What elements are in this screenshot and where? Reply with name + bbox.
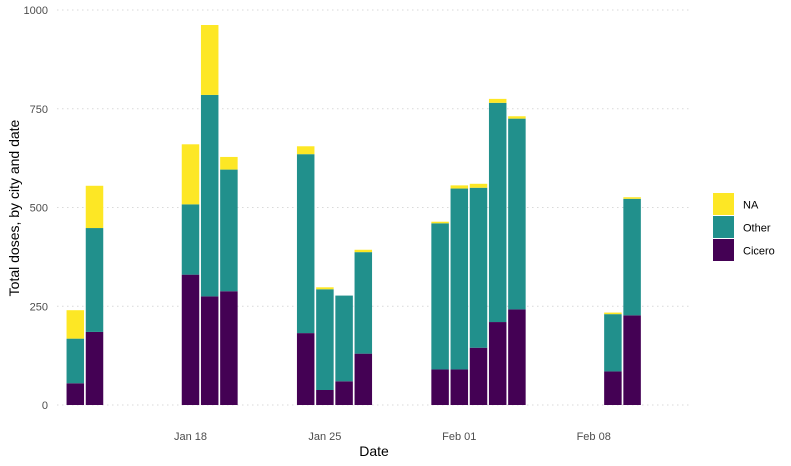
bar-segment-other xyxy=(431,223,449,370)
legend-label: Other xyxy=(743,223,771,235)
x-axis-ticks: Jan 18 Jan 25 Feb 01 Feb 08 xyxy=(174,431,611,443)
bar-segment-na xyxy=(469,183,488,188)
legend-key-cicero xyxy=(713,239,734,261)
y-tick-label: 500 xyxy=(30,203,48,215)
bar-segment-na xyxy=(220,156,238,170)
bar-segment-cicero xyxy=(488,322,507,405)
bar-segment-cicero xyxy=(623,315,641,405)
bar-segment-cicero xyxy=(508,309,526,405)
bar-segment-na xyxy=(66,310,85,339)
gridlines xyxy=(57,9,690,406)
bar-segment-cicero xyxy=(316,389,334,405)
bar-segment-other xyxy=(450,188,469,370)
legend-label: Cicero xyxy=(743,246,775,258)
bar-segment-cicero xyxy=(604,371,622,405)
x-axis-title: Date xyxy=(359,443,389,459)
legend-label: NA xyxy=(743,200,759,212)
bar-segment-other xyxy=(66,338,85,384)
y-axis-title: Total doses, by city and date xyxy=(6,119,22,296)
bar-segment-other xyxy=(354,252,373,354)
bar-segment-other xyxy=(488,102,507,323)
bar-segment-cicero xyxy=(354,353,373,405)
bar-segment-cicero xyxy=(181,274,200,405)
y-axis-ticks: 0 250 500 750 1000 xyxy=(24,5,48,412)
bar-segment-cicero xyxy=(220,291,238,405)
bar-segment-na xyxy=(316,287,334,290)
bar-segment-na xyxy=(200,25,219,95)
bar-segment-na xyxy=(488,98,507,103)
bar-segment-na xyxy=(296,146,315,155)
bar-segment-na xyxy=(450,185,469,189)
bar-segment-cicero xyxy=(296,333,315,405)
bar-segment-na xyxy=(181,144,200,205)
bar-segment-na xyxy=(604,312,622,315)
bar-segment-cicero xyxy=(66,383,85,405)
bar-segment-other xyxy=(296,154,315,334)
bar-segment-cicero xyxy=(85,331,104,405)
bar-segment-other xyxy=(85,228,104,332)
legend-key-na xyxy=(713,193,734,215)
y-tick-label: 0 xyxy=(42,400,48,412)
bar-segment-na xyxy=(431,221,449,224)
x-tick-label: Jan 25 xyxy=(308,431,341,443)
y-tick-label: 1000 xyxy=(24,5,48,17)
bars xyxy=(66,25,641,405)
bar-segment-na xyxy=(354,249,373,253)
bar-segment-other xyxy=(181,204,200,275)
bar-segment-na xyxy=(623,197,641,199)
x-tick-label: Feb 01 xyxy=(442,431,476,443)
bar-segment-na xyxy=(85,185,104,229)
bar-segment-cicero xyxy=(335,381,353,405)
x-tick-label: Feb 08 xyxy=(577,431,611,443)
bar-segment-other xyxy=(220,169,238,292)
bar-segment-other xyxy=(469,187,488,348)
bar-segment-other xyxy=(604,314,622,372)
legend: NA Other Cicero xyxy=(713,193,775,261)
bar-segment-other xyxy=(508,118,526,310)
legend-key-other xyxy=(713,216,734,238)
bar-segment-cicero xyxy=(200,296,219,405)
bar-segment-cicero xyxy=(450,369,469,405)
y-tick-label: 750 xyxy=(30,104,48,116)
bar-segment-cicero xyxy=(431,369,449,405)
bar-segment-other xyxy=(335,295,353,382)
bar-segment-na xyxy=(508,116,526,119)
bar-segment-cicero xyxy=(469,347,488,405)
bar-segment-other xyxy=(200,94,219,297)
bar-segment-other xyxy=(623,198,641,316)
y-tick-label: 250 xyxy=(30,301,48,313)
x-tick-label: Jan 18 xyxy=(174,431,207,443)
bar-segment-other xyxy=(316,289,334,390)
